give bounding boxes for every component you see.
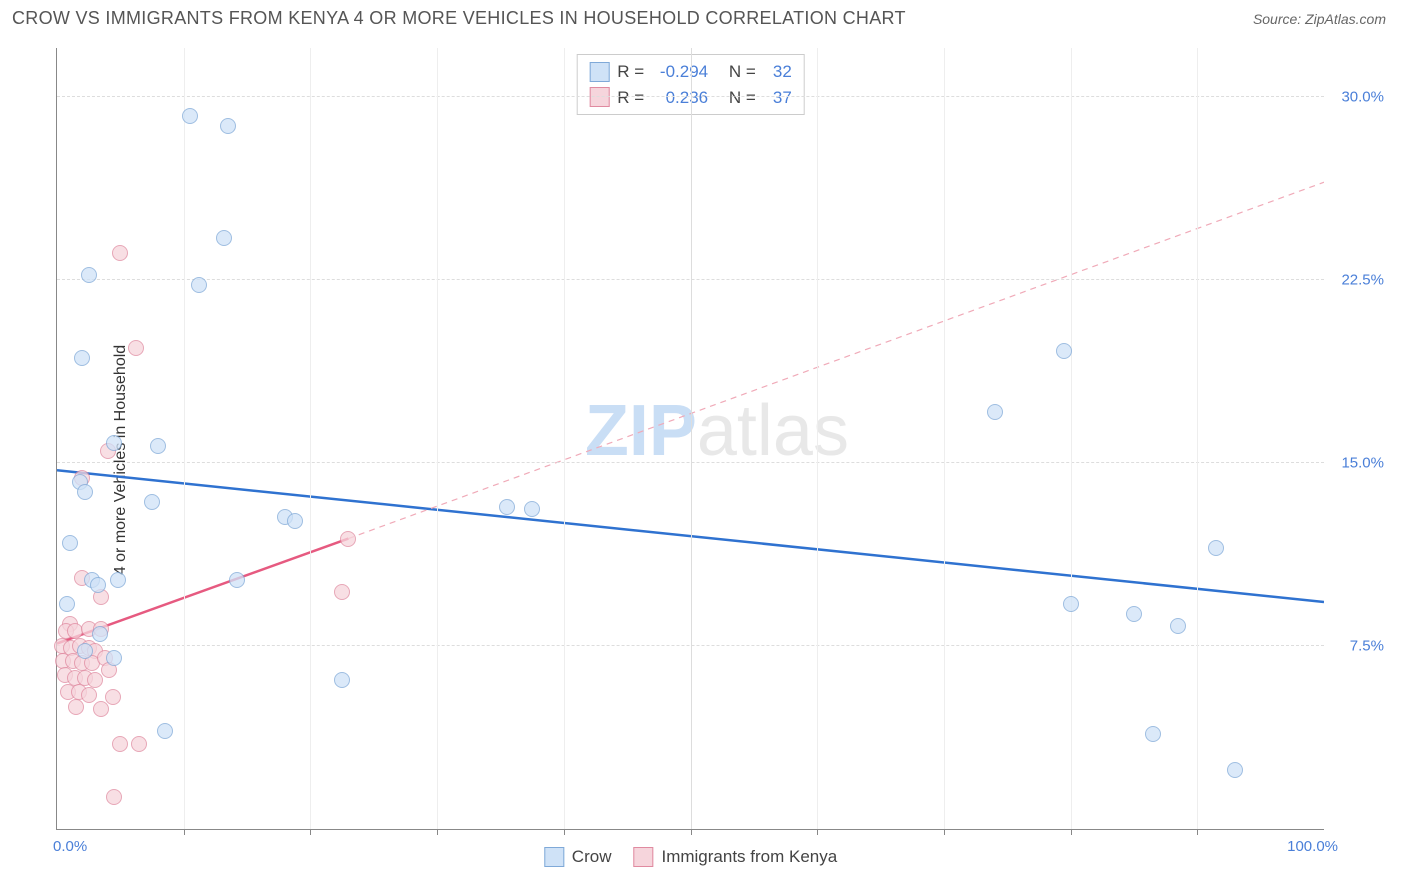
gridline-v — [184, 48, 185, 829]
x-tick-right: 100.0% — [1287, 838, 1338, 855]
data-point — [131, 736, 147, 752]
data-point — [81, 687, 97, 703]
data-point — [499, 499, 515, 515]
gridline-v — [817, 48, 818, 829]
n-label-2: N = — [729, 85, 756, 111]
gridline-v — [437, 48, 438, 829]
data-point — [81, 267, 97, 283]
data-point — [87, 672, 103, 688]
data-point — [191, 277, 207, 293]
x-tick-mark — [944, 829, 945, 835]
data-point — [340, 531, 356, 547]
data-point — [1208, 540, 1224, 556]
data-point — [1056, 343, 1072, 359]
n-value-1: 32 — [764, 59, 792, 85]
data-point — [68, 699, 84, 715]
data-point — [112, 245, 128, 261]
data-point — [157, 723, 173, 739]
data-point — [334, 672, 350, 688]
x-tick-mark — [1197, 829, 1198, 835]
watermark-light: atlas — [697, 390, 849, 470]
data-point — [128, 340, 144, 356]
data-point — [229, 572, 245, 588]
gridline-v-major — [691, 48, 692, 829]
n-label: N = — [729, 59, 756, 85]
x-tick-left: 0.0% — [53, 838, 87, 855]
data-point — [182, 108, 198, 124]
data-point — [144, 494, 160, 510]
data-point — [110, 572, 126, 588]
x-tick-mark — [184, 829, 185, 835]
data-point — [216, 230, 232, 246]
data-point — [987, 404, 1003, 420]
chart-container: 4 or more Vehicles in Household ZIPatlas… — [12, 40, 1394, 880]
data-point — [1145, 726, 1161, 742]
x-tick-mark — [691, 829, 692, 835]
data-point — [1126, 606, 1142, 622]
watermark-bold: ZIP — [585, 390, 697, 470]
legend-swatch-2 — [633, 847, 653, 867]
r-value-2: 0.236 — [652, 85, 708, 111]
data-point — [106, 650, 122, 666]
x-tick-mark — [310, 829, 311, 835]
y-tick-label: 7.5% — [1350, 637, 1384, 654]
data-point — [106, 789, 122, 805]
y-tick-label: 22.5% — [1341, 271, 1384, 288]
r-label-2: R = — [617, 85, 644, 111]
data-point — [90, 577, 106, 593]
data-point — [150, 438, 166, 454]
watermark: ZIPatlas — [585, 389, 849, 471]
gridline-v — [944, 48, 945, 829]
gridline-v — [1197, 48, 1198, 829]
y-tick-label: 15.0% — [1341, 454, 1384, 471]
n-value-2: 37 — [764, 85, 792, 111]
data-point — [106, 435, 122, 451]
y-tick-label: 30.0% — [1341, 88, 1384, 105]
chart-title: CROW VS IMMIGRANTS FROM KENYA 4 OR MORE … — [12, 8, 906, 29]
gridline-v — [310, 48, 311, 829]
swatch-series2 — [589, 87, 609, 107]
gridline-v — [1071, 48, 1072, 829]
data-point — [220, 118, 236, 134]
plot-area: ZIPatlas R = -0.294 N = 32 R = 0.236 N =… — [56, 48, 1324, 830]
legend-item-1: Crow — [544, 847, 612, 867]
x-tick-mark — [817, 829, 818, 835]
data-point — [77, 484, 93, 500]
x-tick-mark — [1071, 829, 1072, 835]
gridline-v — [564, 48, 565, 829]
data-point — [287, 513, 303, 529]
swatch-series1 — [589, 62, 609, 82]
legend-label-2: Immigrants from Kenya — [661, 847, 837, 867]
data-point — [112, 736, 128, 752]
x-tick-mark — [437, 829, 438, 835]
source-label: Source: ZipAtlas.com — [1253, 11, 1386, 27]
x-tick-mark — [564, 829, 565, 835]
legend-label-1: Crow — [572, 847, 612, 867]
data-point — [334, 584, 350, 600]
data-point — [524, 501, 540, 517]
r-value-1: -0.294 — [652, 59, 708, 85]
legend: Crow Immigrants from Kenya — [544, 847, 837, 867]
data-point — [1227, 762, 1243, 778]
data-point — [92, 626, 108, 642]
data-point — [105, 689, 121, 705]
data-point — [74, 350, 90, 366]
legend-item-2: Immigrants from Kenya — [633, 847, 837, 867]
data-point — [1063, 596, 1079, 612]
legend-swatch-1 — [544, 847, 564, 867]
data-point — [59, 596, 75, 612]
r-label: R = — [617, 59, 644, 85]
data-point — [1170, 618, 1186, 634]
data-point — [93, 701, 109, 717]
data-point — [77, 643, 93, 659]
data-point — [62, 535, 78, 551]
